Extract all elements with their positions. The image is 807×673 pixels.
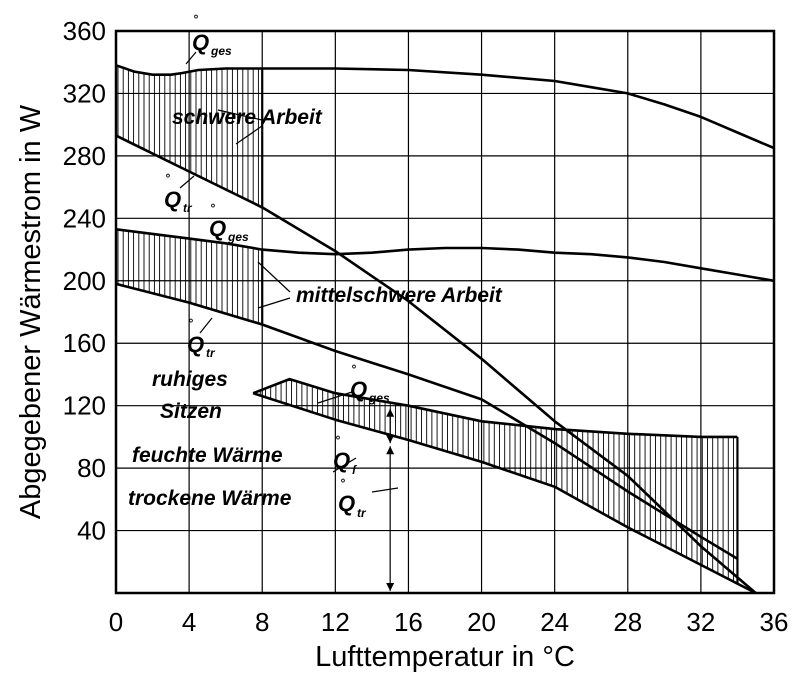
leader-qf	[332, 457, 357, 473]
q-ges-ruhig-label: ° Q ges	[350, 362, 390, 405]
series-line-4	[252, 377, 738, 439]
leader-mittel-2	[257, 297, 291, 309]
leader-qtr-schwere	[179, 175, 195, 189]
x-axis-title: Lufttemperatur in °C	[315, 641, 575, 673]
q-ges-schwere-label: ° Q ges	[192, 12, 232, 58]
label-feuchte-waerme: feuchte Wärme	[132, 444, 283, 467]
hatching	[117, 66, 739, 584]
svg-text:ges: ges	[210, 44, 232, 58]
y-tick-label: 40	[77, 516, 106, 546]
svg-text:Q: Q	[350, 377, 367, 402]
y-tick-label: 200	[63, 266, 106, 296]
svg-text:°: °	[335, 433, 340, 447]
x-tick-label: 8	[255, 607, 269, 637]
arrow-head	[386, 583, 395, 591]
series-line-2	[116, 228, 774, 283]
svg-text:Q: Q	[338, 491, 355, 516]
svg-text:°: °	[188, 316, 193, 330]
svg-text:°: °	[340, 476, 345, 490]
series-line-1	[116, 134, 757, 593]
y-tick-label: 80	[77, 453, 106, 483]
x-tick-label: 24	[540, 607, 569, 637]
svg-text:f: f	[352, 463, 357, 477]
y-axis-title: Abgegebener Wärmestrom in W	[15, 104, 47, 519]
svg-text:Q: Q	[187, 332, 204, 357]
x-tick-label: 16	[394, 607, 423, 637]
x-tick-label: 28	[613, 607, 642, 637]
x-tick-label: 20	[467, 607, 496, 637]
arrow-head	[386, 435, 395, 444]
svg-text:°: °	[165, 171, 170, 185]
label-sitzen: Sitzen	[160, 400, 222, 423]
svg-text:Q: Q	[192, 30, 209, 55]
svg-text:Q: Q	[333, 448, 350, 473]
svg-text:ges: ges	[368, 391, 390, 405]
leader-qges-ruhig	[317, 391, 353, 404]
x-tick-label: 32	[686, 607, 715, 637]
plot-frame	[114, 29, 776, 595]
q-tr-ruhig-label: ° Q tr	[338, 476, 367, 520]
svg-text:°: °	[351, 362, 356, 376]
series-line-5	[252, 391, 757, 593]
label-trockene-waerme: trockene Wärme	[128, 487, 292, 510]
leader-schwere-2	[235, 125, 263, 145]
y-tick-label: 160	[63, 328, 106, 358]
svg-text:ges: ges	[227, 230, 249, 244]
y-tick-label: 360	[63, 16, 106, 46]
leader-qges-schwere	[185, 51, 197, 65]
y-tick-label: 280	[63, 141, 106, 171]
q-tr-mittel-label: ° Q tr	[187, 316, 216, 360]
svg-text:°: °	[193, 12, 198, 26]
x-tick-label: 0	[109, 607, 123, 637]
y-tick-label: 120	[63, 391, 106, 421]
grid	[116, 31, 774, 593]
svg-text:tr: tr	[357, 506, 367, 520]
tick-labels: 0 4 8 12 16 20 24 28 32 36 40 80 120 160 200 240 280 320 3…	[63, 16, 789, 637]
x-tick-label: 4	[182, 607, 196, 637]
leader-qtr-mittel	[199, 317, 213, 334]
svg-text:Q: Q	[209, 216, 226, 241]
curves	[116, 64, 774, 593]
q-ges-mittel-label: ° Q ges	[209, 201, 249, 244]
leader-schwere-1	[217, 109, 263, 121]
q-tr-schwere-label: ° Q tr	[164, 171, 193, 215]
svg-text:tr: tr	[183, 201, 193, 215]
y-tick-label: 320	[63, 78, 106, 108]
q-f-label: ° Q f	[333, 433, 357, 477]
leader-qtr-ruhig	[371, 487, 399, 493]
label-schwere-arbeit: schwere Arbeit	[172, 106, 323, 129]
label-mittelschwere-arbeit: mittelschwere Arbeit	[296, 284, 503, 307]
arrow-head	[386, 408, 395, 417]
arrow-head	[386, 446, 395, 455]
svg-text:Q: Q	[164, 187, 181, 212]
x-tick-label: 36	[760, 607, 789, 637]
series-line-0	[116, 64, 774, 150]
y-tick-label: 240	[63, 203, 106, 233]
leader-mittel-1	[257, 261, 291, 293]
annotation-lines	[179, 51, 399, 591]
svg-text:°: °	[210, 201, 215, 215]
svg-text:tr: tr	[206, 346, 216, 360]
label-ruhiges: ruhiges	[152, 368, 228, 391]
x-tick-label: 12	[321, 607, 350, 637]
series-line-3	[116, 282, 739, 560]
